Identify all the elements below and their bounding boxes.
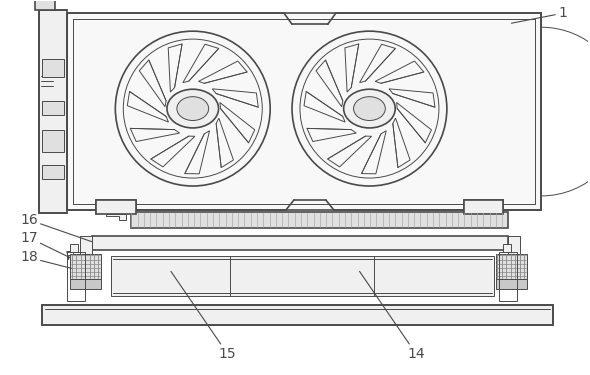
Circle shape — [292, 31, 447, 186]
Bar — [70, 254, 101, 279]
Bar — [67, 13, 541, 210]
Text: 1: 1 — [512, 6, 567, 23]
Bar — [42, 59, 64, 77]
Bar — [464, 200, 503, 214]
Bar — [70, 244, 78, 252]
Bar — [39, 10, 67, 213]
Bar — [496, 254, 527, 279]
Bar — [500, 252, 517, 301]
Bar — [42, 305, 553, 325]
Ellipse shape — [353, 97, 385, 120]
Bar — [70, 279, 101, 289]
Bar — [35, 0, 55, 10]
Text: 15: 15 — [171, 272, 236, 361]
Bar — [97, 200, 136, 214]
Polygon shape — [80, 236, 91, 260]
Bar — [42, 130, 64, 152]
Text: 17: 17 — [20, 231, 70, 258]
Text: 16: 16 — [20, 213, 91, 242]
Ellipse shape — [343, 89, 395, 128]
Ellipse shape — [177, 97, 209, 120]
Bar — [112, 256, 493, 296]
Bar — [42, 100, 64, 114]
Ellipse shape — [167, 89, 218, 128]
Text: 18: 18 — [20, 251, 71, 268]
Bar — [503, 244, 512, 252]
Polygon shape — [509, 236, 520, 260]
Text: 14: 14 — [359, 272, 425, 361]
Bar — [91, 236, 509, 249]
Bar — [496, 279, 527, 289]
Bar — [131, 212, 509, 228]
Bar — [67, 252, 84, 301]
Polygon shape — [106, 214, 126, 220]
Circle shape — [115, 31, 270, 186]
Bar — [42, 165, 64, 179]
Polygon shape — [474, 214, 493, 220]
